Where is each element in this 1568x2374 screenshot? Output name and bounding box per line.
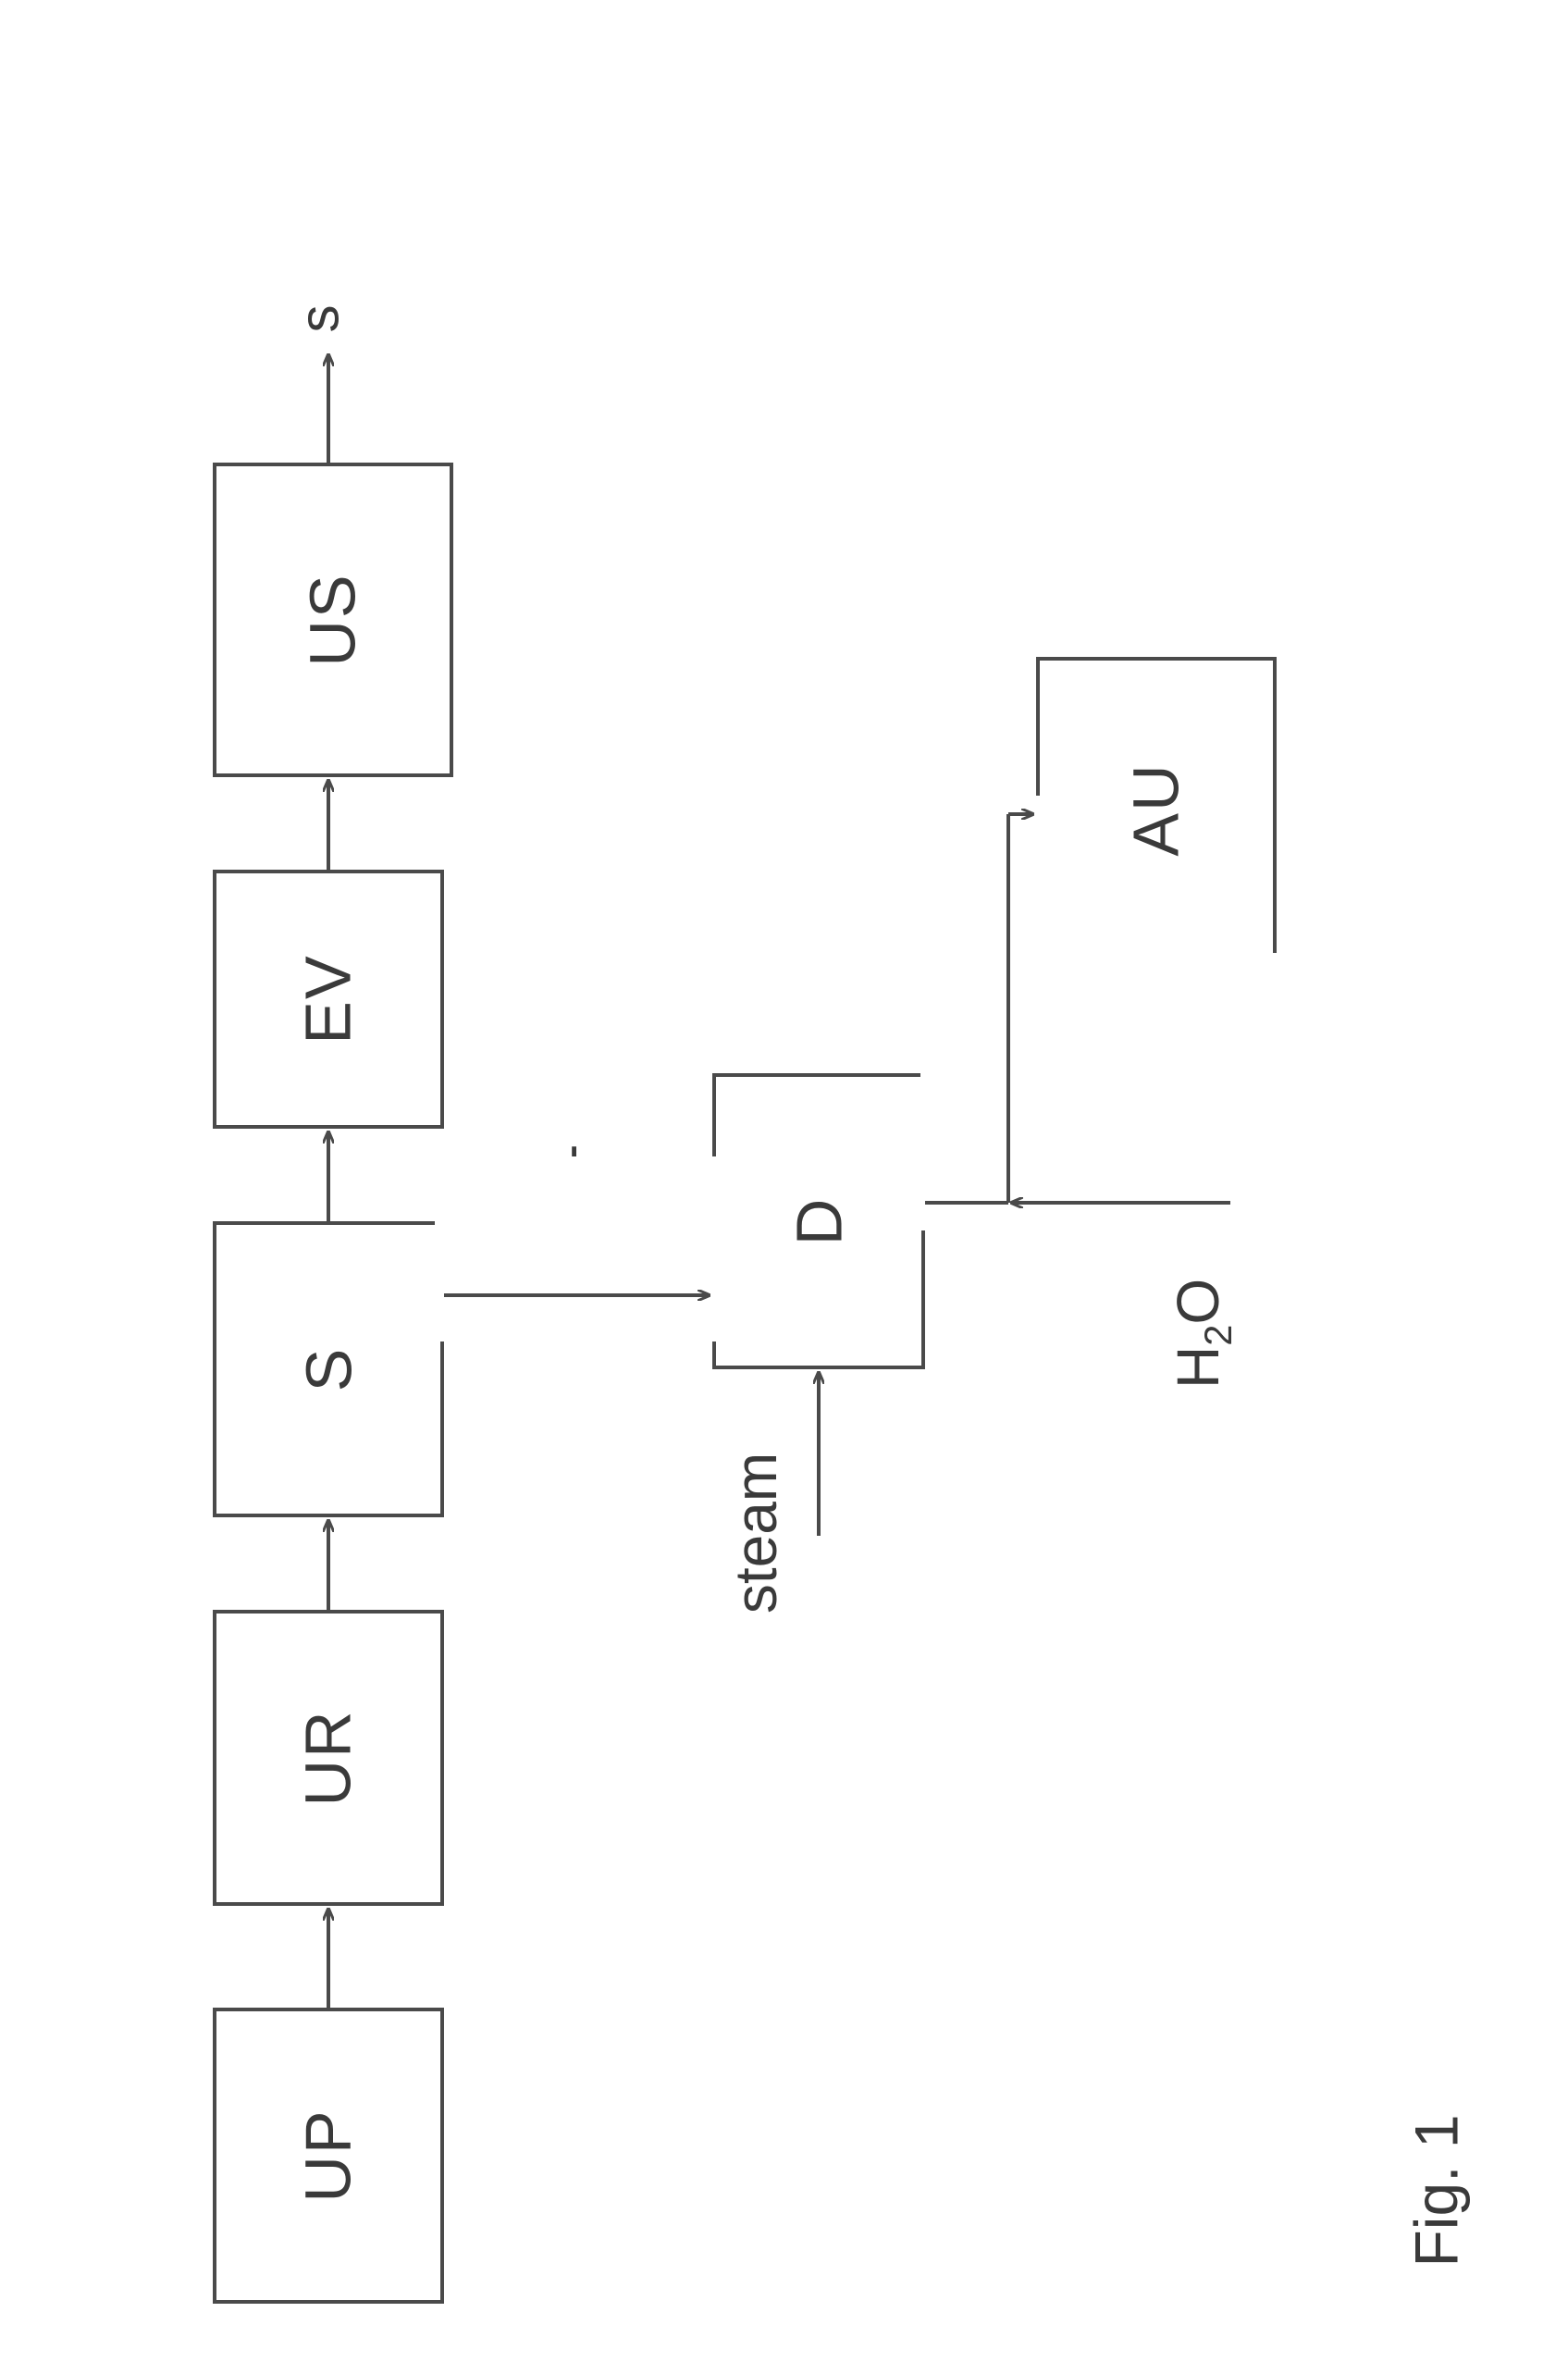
box-ev: EV bbox=[213, 870, 444, 1129]
diagram-canvas: UP UR S EV US D AU s U1 U2 steam H2O Fig… bbox=[0, 0, 1568, 2374]
arrow-s-d bbox=[444, 1221, 611, 1295]
box-us: US bbox=[213, 463, 453, 777]
label-u1: U1 bbox=[522, 1144, 590, 1219]
line-d-to-au bbox=[925, 814, 1008, 1203]
label-s-output: s bbox=[288, 305, 352, 333]
box-s: S bbox=[213, 1221, 444, 1517]
box-us-label: US bbox=[296, 573, 370, 666]
figure-caption: Fig. 1 bbox=[1401, 2114, 1472, 2267]
box-up: UP bbox=[213, 2008, 444, 2304]
box-au-label: AU bbox=[1119, 762, 1193, 856]
label-h2o: H2O bbox=[1164, 1279, 1241, 1389]
label-steam: steam bbox=[722, 1453, 790, 1614]
box-s-label: S bbox=[291, 1347, 365, 1392]
box-au: AU bbox=[1036, 657, 1277, 962]
label-u2: U2 bbox=[947, 1032, 1016, 1108]
box-ev-label: EV bbox=[291, 954, 365, 1044]
box-d-label: D bbox=[782, 1197, 856, 1246]
box-ur-label: UR bbox=[291, 1709, 365, 1806]
box-ur: UR bbox=[213, 1610, 444, 1906]
box-up-label: UP bbox=[291, 2108, 365, 2202]
box-d: D bbox=[712, 1073, 925, 1369]
